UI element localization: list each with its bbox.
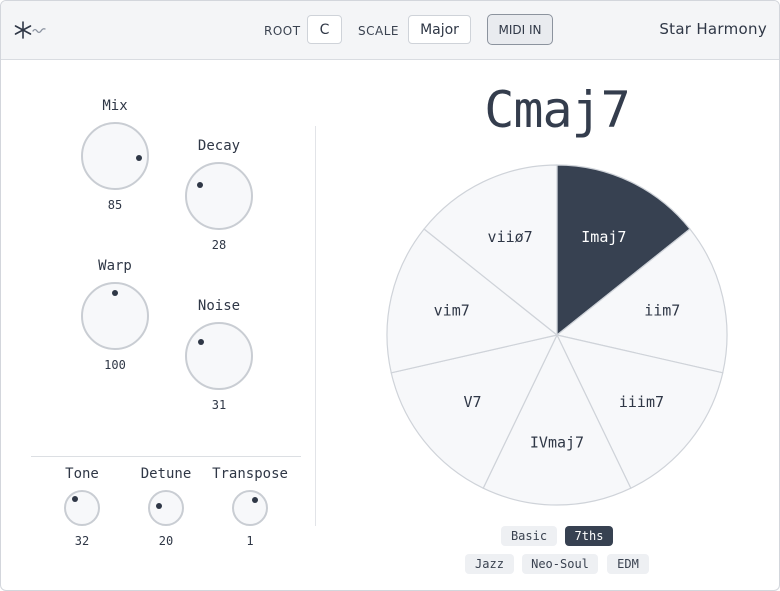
top-bar: ROOT C SCALE Major MIDI IN Star Harmony [1, 1, 779, 60]
wheel-segment-imaj7[interactable] [556, 164, 691, 337]
chord-set-edm[interactable]: EDM [607, 554, 649, 574]
scale-label: SCALE [358, 24, 399, 38]
detune-knob[interactable] [148, 490, 184, 526]
noise-control: Noise 31 [179, 298, 259, 412]
mix-knob[interactable] [81, 122, 149, 190]
warp-knob[interactable] [81, 282, 149, 350]
tone-value: 32 [74, 534, 90, 548]
star-wave-logo-icon [14, 21, 46, 39]
panel-divider [315, 126, 316, 526]
wheel-segment-ivmaj7[interactable] [482, 333, 632, 506]
noise-label: Noise [197, 298, 241, 314]
chord-set-neo-soul[interactable]: Neo-Soul [522, 554, 598, 574]
midi-in-button[interactable]: MIDI IN [487, 14, 553, 45]
root-label: ROOT [264, 24, 301, 38]
transpose-label: Transpose [212, 466, 288, 482]
knob-indicator [112, 290, 118, 296]
knob-indicator [156, 503, 162, 509]
wheel-segment-v7[interactable] [390, 334, 559, 489]
mix-value: 85 [107, 198, 123, 212]
mix-control: Mix 85 [75, 98, 155, 212]
chord-set-jazz[interactable]: Jazz [465, 554, 514, 574]
divider [31, 456, 301, 457]
knob-indicator [72, 496, 78, 502]
chord-set-basic[interactable]: Basic [501, 526, 557, 546]
noise-value: 31 [211, 398, 227, 412]
decay-label: Decay [197, 138, 241, 154]
decay-control: Decay 28 [179, 138, 259, 252]
chord-set-7ths[interactable]: 7ths [565, 526, 613, 546]
scale-select[interactable]: Major [408, 15, 471, 44]
detune-value: 20 [158, 534, 174, 548]
knob-indicator [136, 155, 142, 161]
tone-control: Tone 32 [47, 466, 117, 548]
wheel-segment-iiim7[interactable] [555, 334, 724, 489]
decay-value: 28 [211, 238, 227, 252]
app-title: Star Harmony [659, 20, 767, 38]
transpose-value: 1 [246, 534, 254, 548]
wheel-segment-vii-7[interactable] [423, 164, 558, 337]
root-select[interactable]: C [307, 15, 342, 44]
decay-knob[interactable] [185, 162, 253, 230]
knob-indicator [252, 497, 258, 503]
noise-knob[interactable] [185, 322, 253, 390]
transpose-knob[interactable] [232, 490, 268, 526]
knob-indicator [198, 339, 204, 345]
wheel-segment-iim7[interactable] [555, 228, 728, 374]
tone-knob[interactable] [64, 490, 100, 526]
warp-value: 100 [104, 358, 126, 372]
warp-control: Warp 100 [75, 258, 155, 372]
current-chord-name: Cmaj7 [484, 81, 631, 139]
wheel-segment-vim7[interactable] [386, 228, 559, 374]
warp-label: Warp [98, 258, 132, 274]
transpose-control: Transpose 1 [207, 466, 293, 548]
mix-label: Mix [102, 98, 128, 114]
detune-control: Detune 20 [131, 466, 201, 548]
tone-label: Tone [65, 466, 99, 482]
knob-indicator [197, 182, 203, 188]
detune-label: Detune [140, 466, 192, 482]
